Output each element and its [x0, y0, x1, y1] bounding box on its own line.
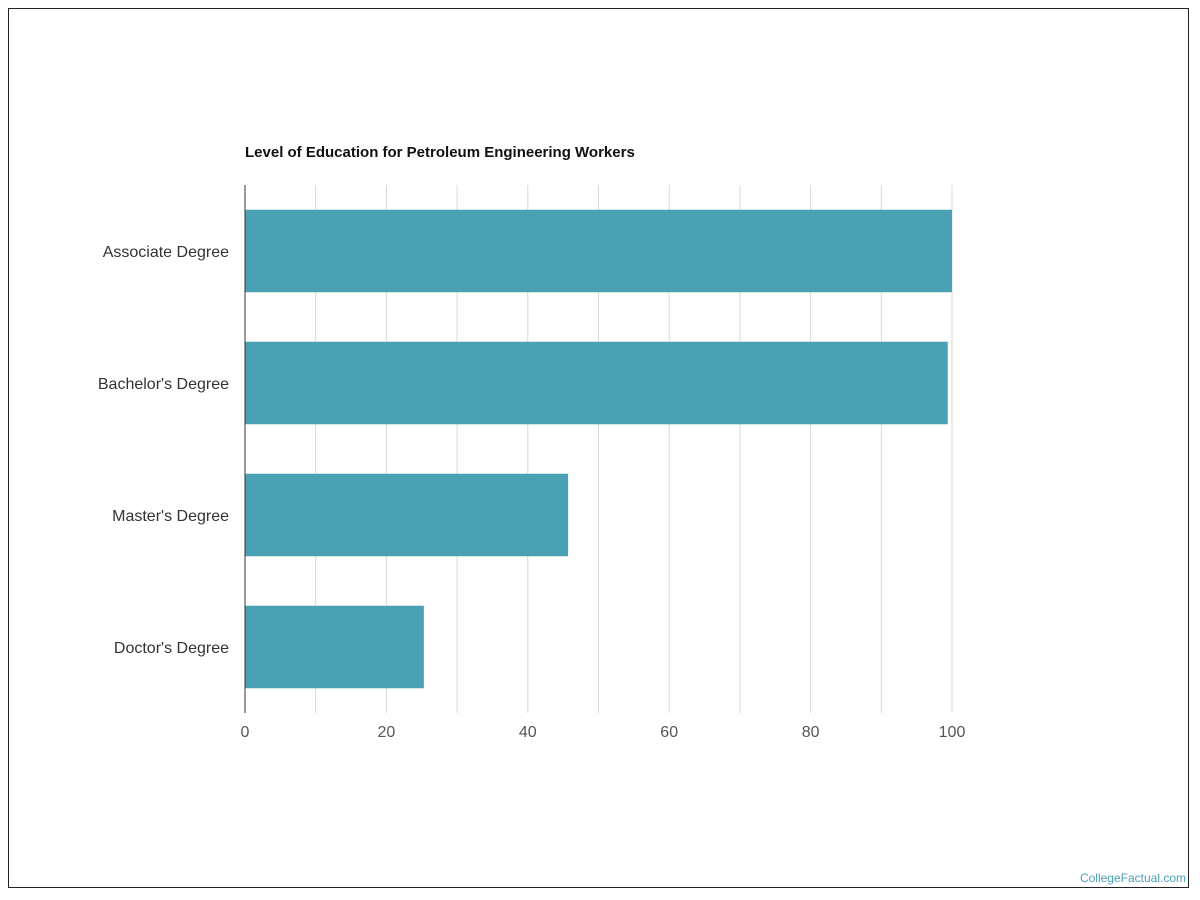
bars	[245, 209, 952, 689]
x-tick-label: 100	[939, 724, 966, 741]
bar[interactable]	[245, 209, 952, 293]
x-tick-label: 60	[660, 724, 678, 741]
category-label: Master's Degree	[112, 508, 229, 525]
chart-title: Level of Education for Petroleum Enginee…	[245, 144, 635, 161]
x-tick-label: 80	[802, 724, 820, 741]
watermark-link[interactable]: CollegeFactual.com	[1079, 871, 1186, 885]
category-labels: Associate Degree Bachelor's Degree Master'…	[98, 244, 229, 657]
category-label: Doctor's Degree	[114, 640, 229, 657]
x-tick-label: 20	[378, 724, 396, 741]
x-tick-label: 0	[241, 724, 250, 741]
category-label: Associate Degree	[103, 244, 229, 261]
category-label: Bachelor's Degree	[98, 376, 229, 393]
bar[interactable]	[245, 341, 948, 425]
chart-frame	[8, 8, 1189, 888]
bar[interactable]	[245, 605, 424, 689]
bar[interactable]	[245, 473, 569, 557]
x-tick-labels: 0 20 40 60 80 100	[241, 724, 966, 741]
x-tick-label: 40	[519, 724, 537, 741]
